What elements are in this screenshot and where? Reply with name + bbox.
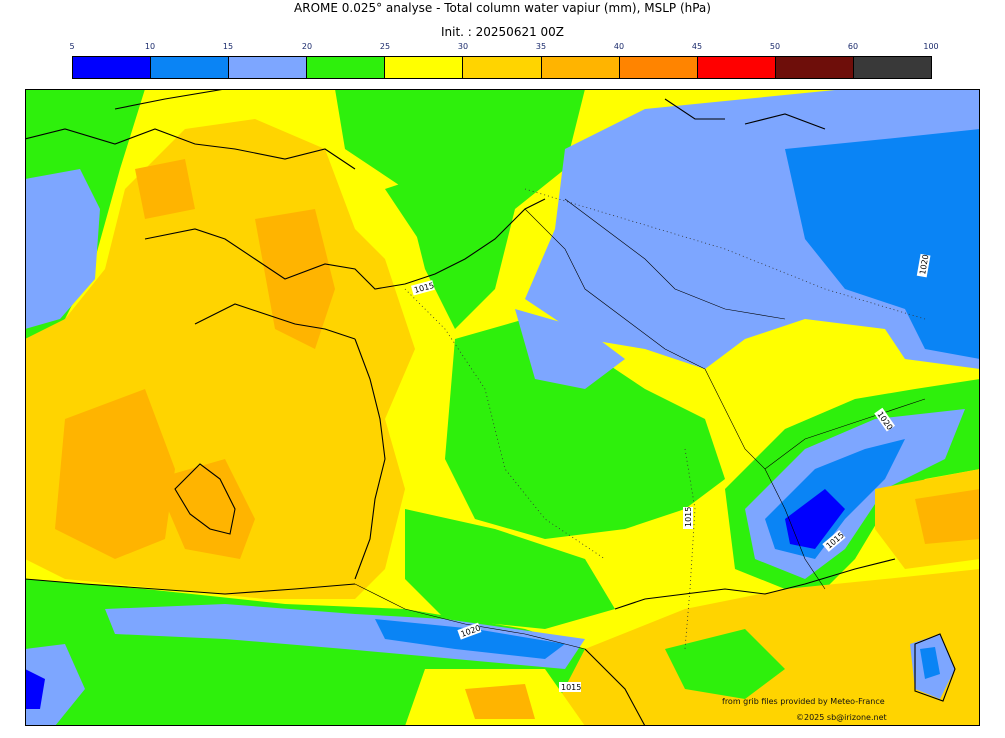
moisture-belt-north xyxy=(335,89,585,329)
coastlines xyxy=(25,89,956,726)
map-frame xyxy=(25,89,980,726)
moisture-belt-central xyxy=(445,319,725,539)
coastline-catalonia xyxy=(584,648,646,726)
isobar-label: 1015 xyxy=(684,507,693,527)
colorbar-swatch xyxy=(697,57,776,78)
coastline-mediterranean xyxy=(614,558,896,610)
border-belgium-france xyxy=(524,208,706,370)
tick-label: 40 xyxy=(613,42,625,51)
very-moist-area-north xyxy=(135,159,195,219)
tick-label: 35 xyxy=(535,42,547,51)
coastline-biscay xyxy=(354,338,386,580)
isobar-label-bg xyxy=(916,253,931,278)
tick-label: 5 xyxy=(69,42,75,51)
atlantic-dry-area xyxy=(25,169,100,329)
map-title: AROME 0.025° analyse - Total column wate… xyxy=(294,1,711,15)
colorbar-swatch xyxy=(151,57,230,78)
pyrenees-dry-ring xyxy=(105,604,585,669)
init-time: Init. : 20250621 00Z xyxy=(440,25,565,39)
colorbar-swatch xyxy=(385,57,464,78)
colorbar-swatch xyxy=(853,57,932,78)
moisture-belt-south xyxy=(405,509,615,629)
tick-label: 15 xyxy=(222,42,234,51)
source-credit: from grib files provided by Meteo-France xyxy=(722,697,885,706)
isobar-label-bg xyxy=(822,530,846,552)
tick-label: 60 xyxy=(847,42,859,51)
coastline-wales xyxy=(114,89,226,110)
coastline-corsica xyxy=(914,633,956,702)
very-dry-area-east xyxy=(785,129,980,359)
border-germany xyxy=(564,198,786,320)
tick-label: 25 xyxy=(379,42,391,51)
ebro-very-moist-area xyxy=(465,684,535,719)
isobar-line xyxy=(524,188,926,320)
isobar-label: 1020 xyxy=(918,254,930,276)
water-vapour-map: 1015 1015 1015 1015 1020 1020 1020 xyxy=(25,89,980,726)
very-moist-area-po xyxy=(915,489,980,544)
coastline-brittany xyxy=(194,303,356,340)
border-pyrenees xyxy=(354,583,586,650)
pyrenees-dry-core xyxy=(375,619,565,659)
colorbar-swatch xyxy=(73,57,152,78)
colorbar-swatch xyxy=(775,57,854,78)
green-patch-mediterranean xyxy=(665,629,785,699)
isobar-label-bg xyxy=(457,622,482,640)
very-moist-area-brittany xyxy=(255,209,335,349)
copyright-credit: ©2025 sb@irizone.net xyxy=(796,713,887,722)
coastline-channel xyxy=(144,198,546,290)
isobar-line xyxy=(684,448,696,650)
isobar-label-bg xyxy=(874,407,896,432)
coastline-baltic xyxy=(744,113,826,130)
tick-label: 30 xyxy=(457,42,469,51)
corsica-dry-core xyxy=(920,647,940,679)
border-italy xyxy=(764,468,826,590)
colorbar-swatch xyxy=(463,57,542,78)
isobar-label-bg xyxy=(683,507,693,529)
tick-label: 10 xyxy=(144,42,156,51)
isobars xyxy=(404,188,926,650)
isobar-label: 1015 xyxy=(561,683,581,692)
dry-patch-france xyxy=(515,309,625,389)
tick-label: 100 xyxy=(923,42,939,51)
borders xyxy=(354,198,926,650)
colorbar-swatch xyxy=(307,57,386,78)
tick-label: 20 xyxy=(301,42,313,51)
colorbar-swatch xyxy=(229,57,308,78)
green-patch-north-sea xyxy=(385,169,465,249)
alps-driest-core xyxy=(785,489,845,549)
isobar-label-bg xyxy=(559,682,581,692)
coastline-north-spain xyxy=(25,578,356,595)
tick-label: 45 xyxy=(691,42,703,51)
colorbar xyxy=(72,56,932,79)
colorbar-swatch xyxy=(619,57,698,78)
tick-label: 50 xyxy=(769,42,781,51)
coastline-denmark xyxy=(664,98,725,120)
coastline-lake-outline xyxy=(174,463,236,535)
colorbar-swatch xyxy=(541,57,620,78)
coastline-britain-south xyxy=(25,128,356,170)
iberia-driest-west xyxy=(25,669,45,709)
isobar-label-bg xyxy=(410,280,435,296)
very-moist-area-west xyxy=(55,389,175,559)
